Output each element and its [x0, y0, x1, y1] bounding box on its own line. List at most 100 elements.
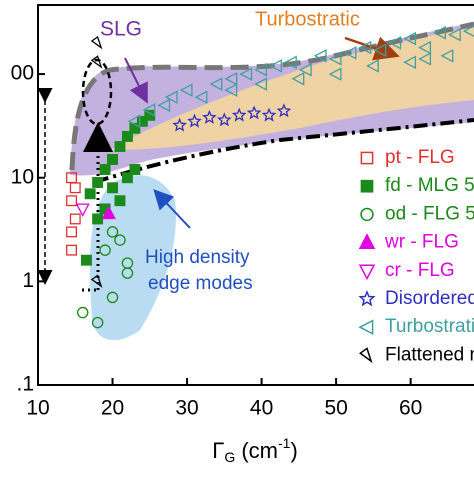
point: [284, 55, 297, 70]
legend-label: Flattened nar: [385, 344, 474, 365]
point: [462, 25, 474, 37]
x-tick-label: 40: [250, 397, 273, 420]
legend-marker: [359, 347, 373, 364]
x-tick-label: 30: [175, 397, 198, 420]
point: [129, 122, 141, 134]
legend-label: cr - FLG: [385, 260, 455, 281]
x-tick-label: 50: [324, 397, 347, 420]
y-tick-label: 10: [11, 165, 34, 188]
point: [107, 182, 118, 194]
legend-label: wr - FLG: [384, 232, 459, 253]
point: [75, 203, 90, 217]
point: [90, 35, 103, 50]
point: [80, 254, 92, 266]
legend-label: pt - FLG: [385, 147, 455, 168]
point: [433, 26, 446, 40]
annotation: SLG: [100, 18, 142, 41]
x-tick-label: 20: [101, 397, 124, 420]
point: [403, 55, 417, 70]
point: [358, 40, 372, 55]
point: [373, 43, 387, 57]
point: [239, 67, 253, 81]
point: [69, 182, 81, 194]
point: [276, 103, 292, 118]
point: [261, 107, 277, 122]
x-tick-label: 60: [399, 397, 422, 420]
legend-marker: [358, 290, 376, 307]
annotation: High density: [145, 247, 250, 268]
point: [224, 72, 238, 86]
slg-boundary: [69, 21, 474, 171]
point: [187, 113, 202, 128]
point: [216, 112, 232, 127]
point: [343, 46, 357, 60]
turbostratic-arrow: [344, 36, 400, 61]
point: [366, 59, 379, 73]
point: [388, 36, 402, 50]
y-tick-label: 1: [22, 269, 34, 292]
point: [69, 213, 81, 225]
plot-frame: [37, 4, 474, 386]
point: [114, 234, 126, 246]
point: [194, 90, 208, 104]
point: [298, 63, 312, 77]
x-axis-label: ΓG (cm-1): [212, 435, 298, 465]
point: [209, 77, 223, 91]
point: [202, 109, 217, 124]
point: [142, 103, 156, 117]
x-tick-label: 10: [26, 397, 49, 420]
point: [76, 306, 89, 319]
point: [127, 114, 141, 129]
legend-marker: [358, 319, 374, 336]
legend-label: od - FLG 514: [385, 203, 474, 224]
point: [66, 244, 77, 256]
point: [403, 31, 417, 46]
point: [84, 188, 96, 200]
point: [106, 291, 119, 304]
point: [66, 226, 77, 238]
point: [254, 77, 268, 91]
point: [172, 117, 187, 132]
annotation: edge modes: [148, 273, 253, 294]
point: [114, 195, 126, 207]
y-tick-label: 00: [11, 62, 34, 85]
pentagon-ellipse: [81, 58, 113, 126]
point: [92, 213, 104, 225]
point: [246, 105, 262, 120]
point: [224, 83, 238, 97]
legend-label: fd - MLG 514: [385, 175, 474, 196]
point: [136, 115, 148, 127]
legend-marker: [360, 207, 374, 222]
point: [164, 90, 178, 104]
points: [66, 25, 474, 329]
legend-marker: [358, 233, 376, 249]
point: [99, 164, 111, 175]
point: [418, 40, 432, 55]
point: [269, 59, 282, 73]
point: [90, 274, 103, 288]
point: [254, 63, 268, 77]
point: [114, 141, 126, 152]
point: [92, 177, 104, 188]
point: [101, 205, 116, 220]
point: [66, 195, 77, 207]
point: [291, 72, 305, 86]
point: [313, 49, 327, 63]
legend-label: Turbostratic g: [385, 316, 474, 337]
point: [179, 83, 193, 97]
point: [106, 226, 119, 238]
point: [107, 154, 118, 165]
point: [328, 52, 342, 66]
legend-marker: [360, 151, 374, 165]
legend-marker: [358, 264, 376, 281]
y-tick-label: .1: [16, 373, 34, 396]
point: [231, 107, 247, 122]
point: [121, 172, 133, 184]
slg-arrow: [124, 57, 148, 104]
point: [418, 52, 432, 66]
point: [90, 55, 103, 69]
legend-marker: [360, 179, 374, 193]
annotation: Turbostratic: [255, 8, 360, 30]
point: [129, 164, 141, 175]
